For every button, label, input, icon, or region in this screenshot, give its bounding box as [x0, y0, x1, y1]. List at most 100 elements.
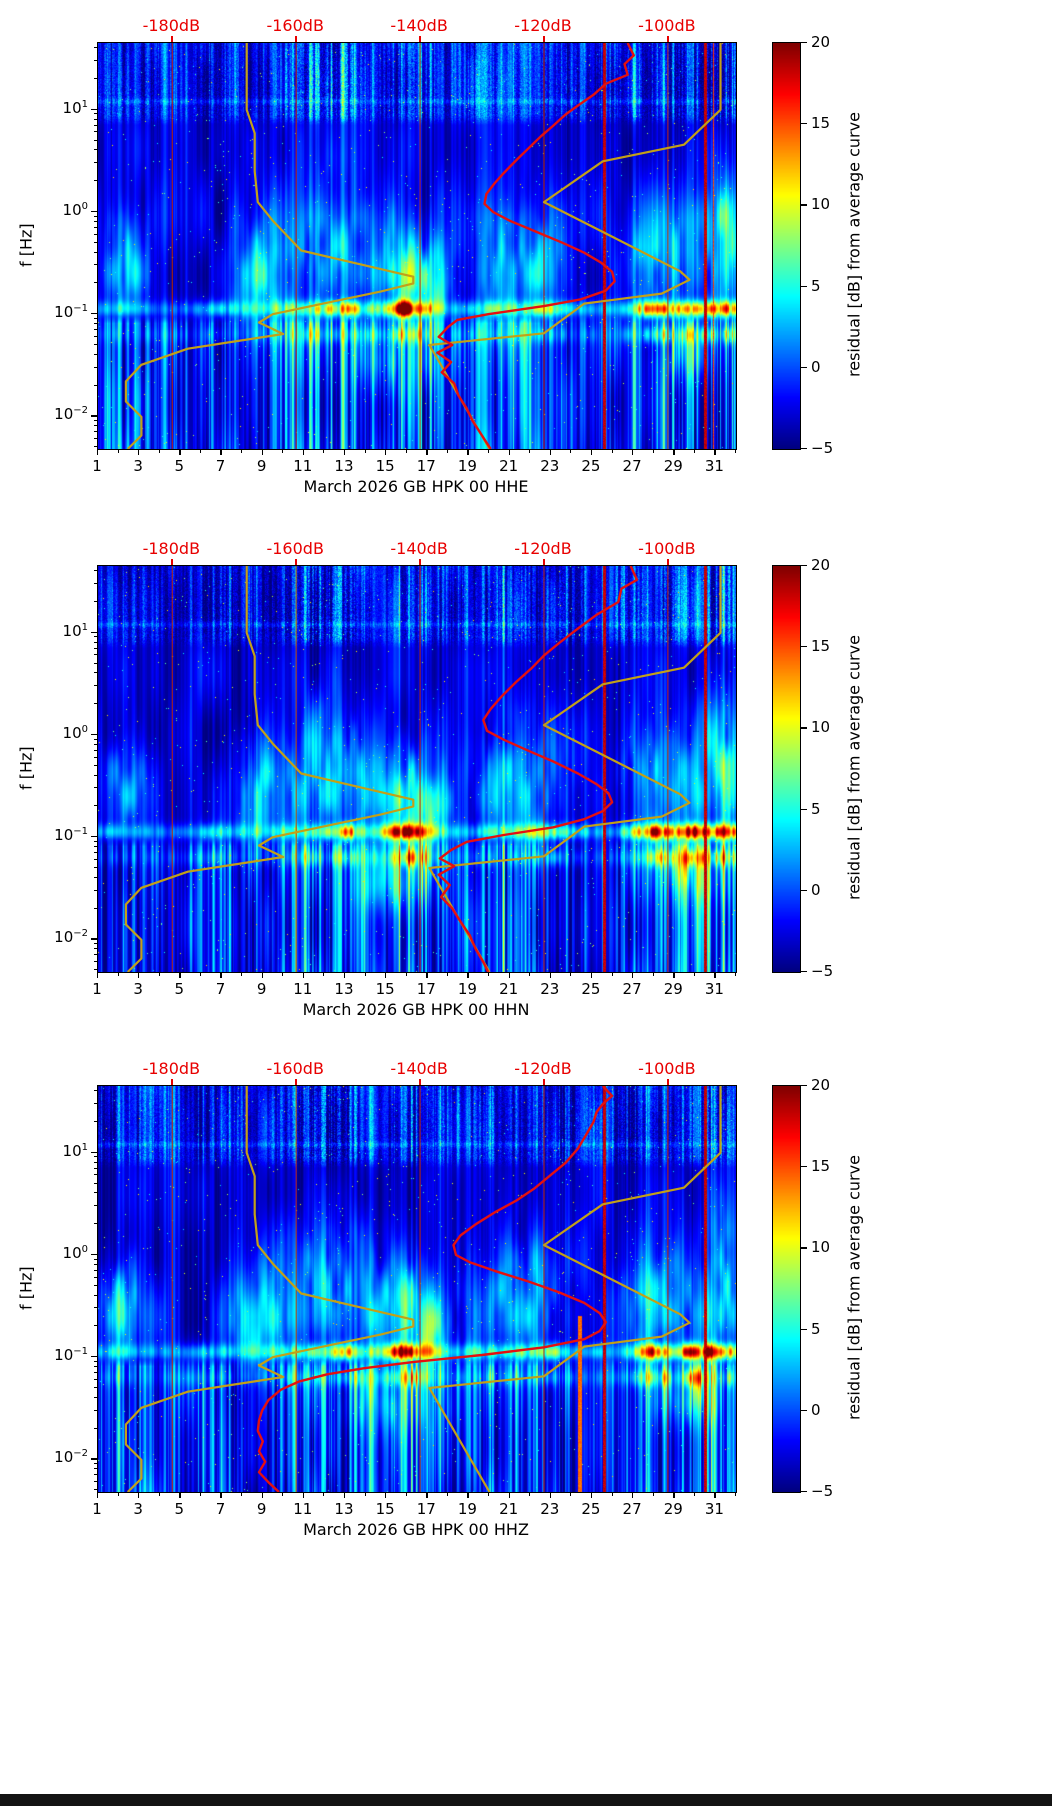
- nlnm-curve: [124, 43, 415, 449]
- y-axis-minor-tick: [93, 241, 97, 243]
- x-axis-tick: [590, 972, 593, 978]
- x-axis-minor-tick: [117, 972, 119, 976]
- y-axis-minor-tick: [93, 943, 97, 945]
- colorbar: [772, 1085, 801, 1493]
- x-axis-tick: [426, 449, 428, 455]
- y-axis-minor-tick: [93, 703, 97, 705]
- y-axis-minor-tick: [93, 446, 97, 448]
- x-tick-label: 21: [499, 457, 519, 475]
- y-axis-minor-tick: [93, 1427, 97, 1429]
- x-axis-tick: [343, 449, 346, 455]
- spectrogram-panel-hhz: f [Hz] March 2026 GB HPK 00 HHZ residual…: [0, 1043, 1052, 1566]
- x-axis-minor-tick: [735, 449, 736, 453]
- y-axis-minor-tick: [93, 180, 97, 182]
- colorbar-tick: [801, 1166, 807, 1168]
- x-axis-minor-tick: [405, 449, 407, 453]
- y-tick-label: 10−2: [54, 405, 88, 424]
- x-axis-minor-tick: [158, 449, 160, 453]
- y-axis-minor-tick: [93, 749, 97, 751]
- window-bottom-bar: [0, 1794, 1052, 1806]
- x-axis-minor-tick: [446, 449, 448, 453]
- x-axis-minor-tick: [652, 972, 654, 976]
- x-axis-title: March 2026 GB HPK 00 HHE: [303, 477, 529, 496]
- x-axis-tick: [220, 972, 222, 978]
- x-axis-tick: [261, 972, 263, 978]
- x-axis-tick: [179, 449, 181, 455]
- y-axis-minor-tick: [93, 1307, 97, 1309]
- x-tick-label: 23: [540, 1500, 560, 1518]
- y-axis-minor-tick: [93, 1174, 97, 1176]
- top-axis-tick: [295, 559, 298, 565]
- y-axis-minor-tick: [93, 1396, 97, 1398]
- x-axis-minor-tick: [241, 972, 243, 976]
- station-average-psd-curve: [437, 566, 639, 972]
- x-tick-label: 17: [416, 457, 436, 475]
- y-tick-label: 101: [62, 98, 88, 117]
- y-axis-minor-tick: [93, 685, 97, 687]
- spectrogram-plot-area: [97, 1085, 737, 1493]
- x-axis-minor-tick: [529, 972, 531, 976]
- colorbar-tick: [801, 204, 807, 206]
- y-axis-minor-tick: [93, 1360, 97, 1362]
- y-axis-tick: [91, 1458, 97, 1460]
- x-axis-minor-tick: [323, 972, 325, 976]
- x-axis-tick: [179, 972, 181, 978]
- x-tick-label: 29: [663, 457, 683, 475]
- y-axis-minor-tick: [93, 1372, 97, 1374]
- y-axis-minor-tick: [93, 743, 97, 745]
- nhnm-curve: [428, 566, 722, 972]
- x-axis-minor-tick: [570, 1492, 572, 1496]
- colorbar-tick: [801, 1328, 807, 1330]
- colorbar-tick-label: 20: [811, 33, 831, 51]
- y-axis-minor-tick: [93, 1463, 97, 1465]
- x-axis-tick: [385, 449, 387, 455]
- x-axis-title: March 2026 GB HPK 00 HHN: [302, 1000, 530, 1019]
- top-axis-tick-label: -100dB: [638, 539, 696, 558]
- y-axis-minor-tick: [93, 954, 97, 956]
- x-tick-label: 23: [540, 980, 560, 998]
- x-axis-tick: [632, 1492, 634, 1498]
- x-axis-tick: [302, 1492, 305, 1498]
- curves-overlay: [124, 1086, 722, 1492]
- curves-overlay: [124, 566, 722, 972]
- colorbar-tick-label: 10: [811, 718, 831, 737]
- x-tick-label: 25: [581, 980, 601, 998]
- colorbar-tick-label: −5: [811, 1482, 834, 1500]
- y-axis-minor-tick: [93, 866, 97, 868]
- nlnm-curve: [124, 566, 415, 972]
- top-axis-tick-label: -140dB: [390, 1059, 448, 1078]
- x-tick-label: 3: [133, 1500, 143, 1518]
- x-axis-minor-tick: [323, 449, 325, 453]
- x-axis-minor-tick: [364, 449, 366, 453]
- x-axis-minor-tick: [529, 1492, 531, 1496]
- x-tick-label: 25: [581, 1500, 601, 1518]
- y-axis-minor-tick: [93, 366, 97, 368]
- y-axis-tick: [91, 1253, 97, 1256]
- colorbar-tick: [801, 1085, 807, 1087]
- y-axis-tick: [91, 415, 97, 417]
- y-axis-minor-tick: [93, 131, 97, 133]
- colorbar-tick: [801, 1491, 807, 1493]
- colorbar-tick-label: −5: [811, 962, 834, 980]
- y-axis-minor-tick: [93, 1161, 97, 1163]
- y-axis-minor-tick: [93, 1474, 97, 1476]
- y-axis-minor-tick: [93, 846, 97, 848]
- y-axis-title: f [Hz]: [16, 223, 36, 267]
- x-tick-label: 25: [581, 457, 601, 475]
- colorbar-tick-label: 0: [811, 880, 821, 899]
- nhnm-curve: [428, 1086, 722, 1492]
- x-tick-label: 7: [215, 980, 226, 998]
- y-axis-minor-tick: [93, 215, 97, 217]
- x-tick-label: 17: [416, 1500, 436, 1518]
- x-axis-minor-tick: [488, 1492, 490, 1496]
- x-axis-minor-tick: [158, 1492, 160, 1496]
- x-axis-tick: [673, 972, 675, 978]
- colorbar-tick: [801, 448, 807, 450]
- x-axis-tick: [343, 972, 346, 978]
- x-axis-tick: [467, 449, 469, 455]
- y-axis-tick: [91, 733, 97, 736]
- y-axis-minor-tick: [93, 162, 97, 164]
- x-tick-label: 23: [540, 457, 560, 475]
- x-tick-label: 11: [293, 980, 313, 998]
- y-axis-minor-tick: [93, 139, 97, 141]
